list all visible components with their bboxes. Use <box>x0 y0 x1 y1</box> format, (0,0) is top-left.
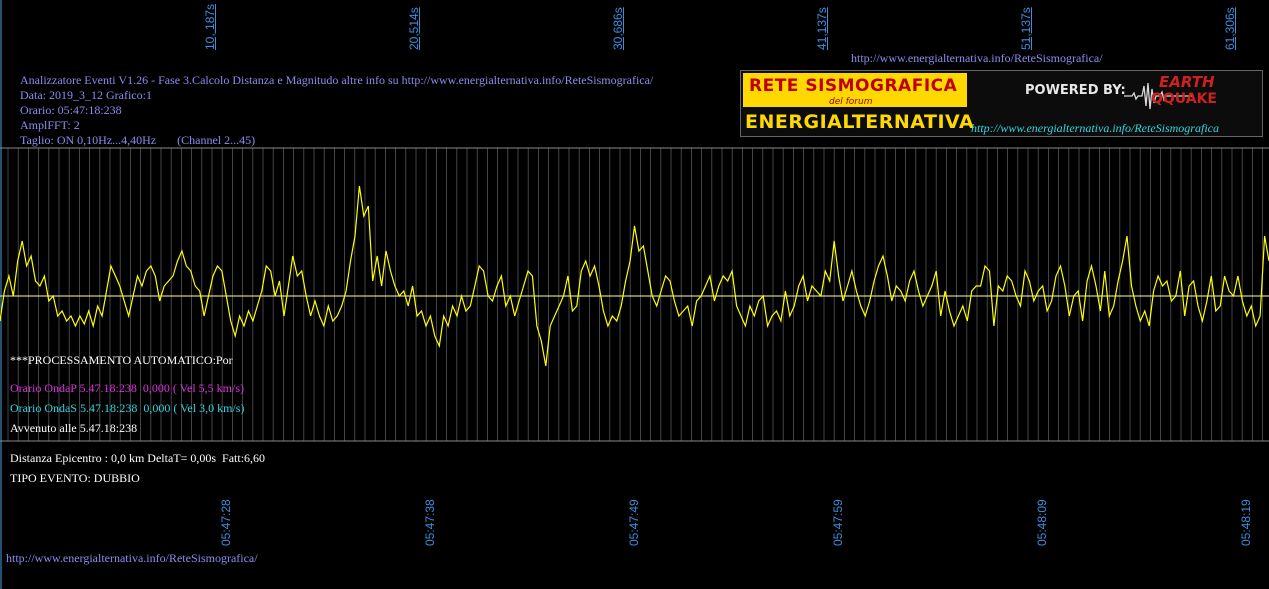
processing-auto: ***PROCESSAMENTO AUTOMATICO:Por <box>10 353 233 367</box>
logo-url[interactable]: http://www.energialternativa.info/ReteSi… <box>971 121 1219 135</box>
logo-forum-name: ENERGIALTERNATIVA <box>745 111 975 133</box>
footer-url[interactable]: http://www.energialternativa.info/ReteSi… <box>6 551 258 565</box>
bottom-time-tick: 05:48:19 <box>1239 499 1253 546</box>
rete-sismografica-logo: RETE SISMOGRAFICA del forum ENERGIALTERN… <box>740 70 1263 137</box>
onda-p-time: Orario OndaP 5.47.18:238 0,000 ( Vel 5,5… <box>10 381 244 395</box>
info-line-5: Taglio: ON 0,10Hz...4,40Hz (Channel 2...… <box>20 133 256 147</box>
bottom-time-tick: 05:47:59 <box>831 499 845 546</box>
top-time-tick: 30,686s <box>611 7 625 50</box>
bottom-time-tick: 05:47:38 <box>423 499 437 546</box>
tipo-evento: TIPO EVENTO: DUBBIO <box>10 471 140 485</box>
logo-subtitle: del forum <box>829 97 873 107</box>
info-line-4: AmplFFT: 2 <box>20 118 80 132</box>
logo-earth-text: EARTH <box>1159 73 1215 91</box>
logo-quake-text: QQUAKE <box>1151 91 1217 107</box>
onda-s-time: Orario OndaS 5.47.18:238 0,000 ( Vel 3,0… <box>10 401 245 415</box>
seismograph-wave-icon <box>1124 82 1194 110</box>
distanza-epicentro: Distanza Epicentro : 0,0 km DeltaT= 0,00… <box>10 451 266 465</box>
logo-yellow-banner <box>743 73 967 107</box>
top-time-tick: 41,137s <box>815 7 829 50</box>
top-time-tick: 51,137s <box>1019 7 1033 50</box>
header-url[interactable]: http://www.energialternativa.info/ReteSi… <box>851 51 1103 65</box>
info-line-1: Analizzatore Eventi V1.26 - Fase 3.Calco… <box>20 73 654 87</box>
logo-powered-by: POWERED BY: <box>1025 83 1126 98</box>
top-time-tick: 20,514s <box>407 7 421 50</box>
bottom-time-tick: 05:48:09 <box>1035 499 1049 546</box>
info-line-3: Orario: 05:47:18:238 <box>20 103 122 117</box>
logo-title: RETE SISMOGRAFICA <box>749 76 958 96</box>
avvenuto-time: Avvenuto alle 5.47.18:238 <box>10 421 138 435</box>
info-line-2: Data: 2019_3_12 Grafico:1 <box>20 88 152 102</box>
top-time-tick: 10, 187s <box>203 3 217 50</box>
bottom-time-tick: 05:47:28 <box>219 499 233 546</box>
info-block: Analizzatore Eventi V1.26 - Fase 3.Calco… <box>20 73 653 148</box>
seismic-trace <box>0 185 1269 367</box>
top-time-tick: 61,306s <box>1223 7 1237 50</box>
bottom-time-tick: 05:47:49 <box>627 499 641 546</box>
